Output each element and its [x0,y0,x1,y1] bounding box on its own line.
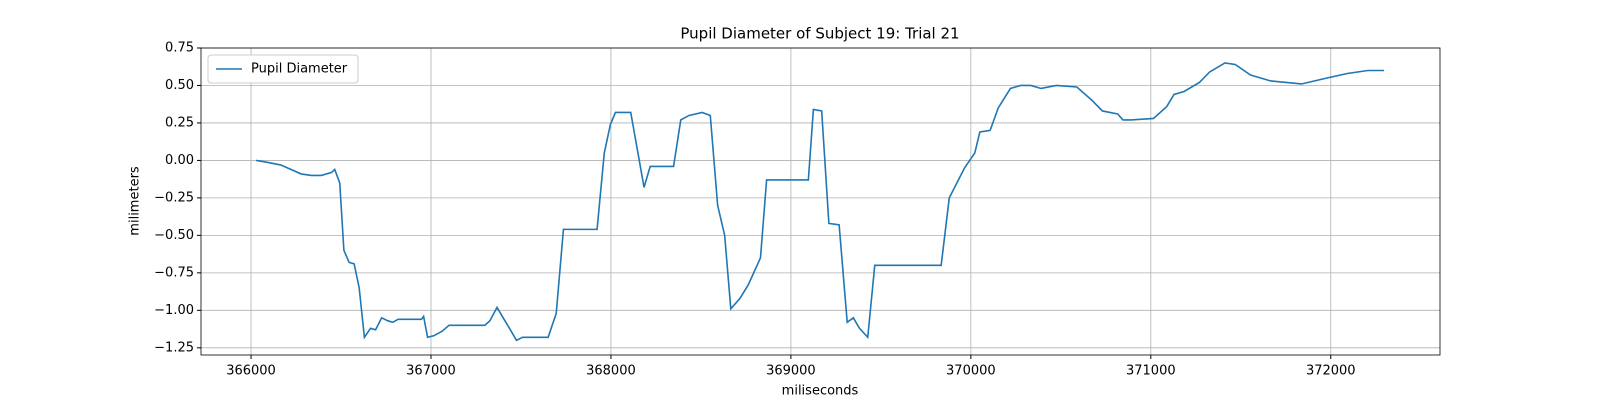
y-tick-label: −0.50 [154,228,194,243]
y-axis-label: milimeters [128,166,143,236]
y-tick-label: 0.00 [165,153,194,168]
x-tick-label: 369000 [766,364,816,379]
x-tick-label: 370000 [946,364,996,379]
x-tick-label: 368000 [586,364,636,379]
y-tick-label: 0.25 [165,115,194,130]
y-tick-label: −0.25 [154,190,194,205]
plot-frame [200,47,1441,356]
data-line [255,62,1385,342]
x-tick-label: 372000 [1306,364,1356,379]
legend-label: Pupil Diameter [251,62,348,77]
y-tick-label: 0.50 [165,78,194,93]
x-axis-label: miliseconds [782,384,859,399]
y-tick-label: 0.75 [165,41,194,56]
x-tick-label: 367000 [406,364,456,379]
chart-title: Pupil Diameter of Subject 19: Trial 21 [680,25,959,43]
x-tick-label: 366000 [226,364,276,379]
x-tick-label: 371000 [1126,364,1176,379]
y-tick-label: −0.75 [154,265,194,280]
y-tick-label: −1.00 [154,303,194,318]
y-tick-label: −1.25 [154,340,194,355]
legend-box [207,54,359,84]
